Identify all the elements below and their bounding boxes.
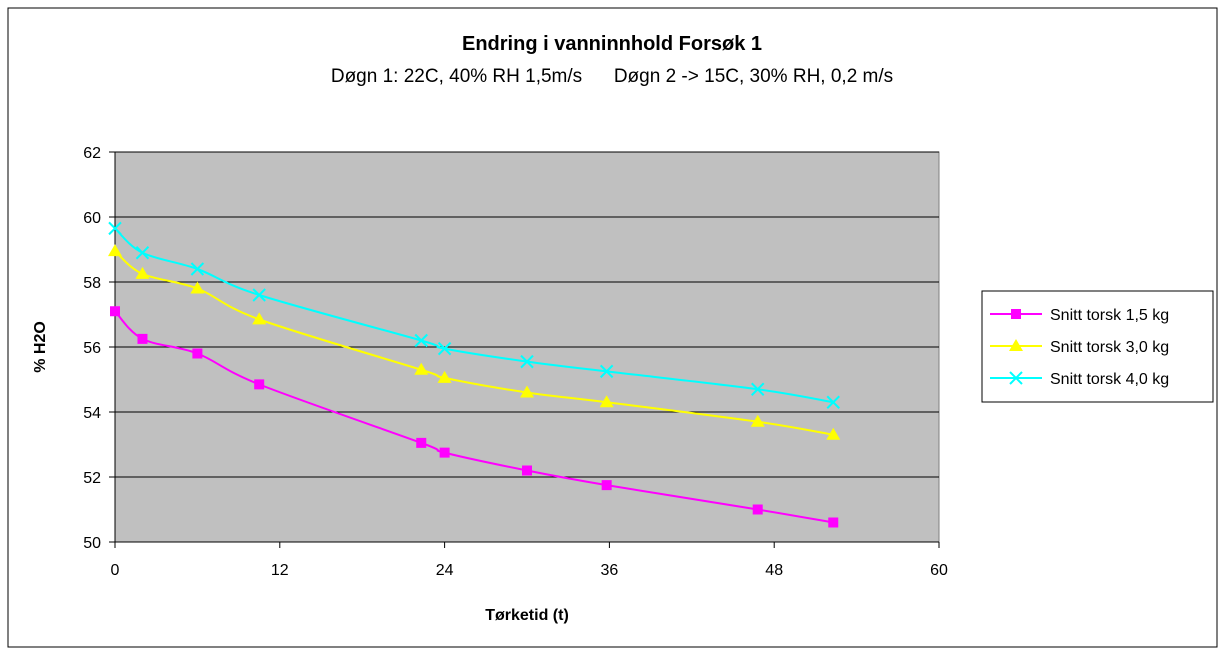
data-point xyxy=(828,517,839,528)
data-point xyxy=(414,362,429,375)
x-tick-label: 60 xyxy=(930,562,948,579)
marker-stroke xyxy=(437,341,452,356)
data-point xyxy=(601,480,612,491)
marker-stroke xyxy=(1009,371,1023,385)
y-tick-label: 56 xyxy=(83,340,101,357)
data-point xyxy=(135,246,150,260)
data-point xyxy=(252,312,267,325)
data-point xyxy=(254,379,265,390)
legend-entry: Snitt torsk 1,5 kg xyxy=(990,307,1169,324)
data-point xyxy=(252,288,266,302)
series-3 xyxy=(108,221,840,409)
x-tick-label: 12 xyxy=(271,562,289,579)
legend-label: Snitt torsk 1,5 kg xyxy=(1050,307,1169,324)
marker-stroke xyxy=(826,395,840,409)
data-point xyxy=(439,447,450,458)
series-line xyxy=(114,227,834,404)
series-layer xyxy=(108,221,841,528)
data-point xyxy=(190,262,205,276)
y-axis-label: % H2O xyxy=(32,321,49,373)
data-point xyxy=(108,244,122,257)
y-tick-label: 50 xyxy=(83,535,101,552)
data-point xyxy=(520,385,534,398)
legend-label: Snitt torsk 3,0 kg xyxy=(1050,339,1169,356)
x-axis-label: Tørketid (t) xyxy=(485,607,569,624)
marker-stroke xyxy=(135,246,150,260)
x-tick-label: 36 xyxy=(601,562,619,579)
marker-stroke xyxy=(520,354,534,369)
y-tick-label: 54 xyxy=(83,405,101,422)
legend: Snitt torsk 1,5 kg Snitt torsk 3,0 kg Snit… xyxy=(981,290,1214,403)
x-tick-label: 24 xyxy=(436,562,454,579)
legend-label: Snitt torsk 4,0 kg xyxy=(1050,371,1169,388)
x-tick-label: 48 xyxy=(765,562,783,579)
marker-stroke xyxy=(252,288,266,302)
series-1 xyxy=(110,306,839,528)
axes: 50 52 54 56 58 60 62 0 12 24 36 48 60 xyxy=(83,145,948,579)
y-tick-label: 60 xyxy=(83,210,101,227)
data-point xyxy=(520,354,534,369)
marker-stroke xyxy=(414,333,428,348)
legend-marker xyxy=(1011,309,1021,319)
legend-marker xyxy=(1009,339,1023,351)
data-point xyxy=(414,333,428,348)
data-point xyxy=(416,437,427,448)
y-tick-label: 52 xyxy=(83,470,101,487)
series-2 xyxy=(108,244,841,440)
data-point xyxy=(599,395,614,408)
y-tick-label: 62 xyxy=(83,145,101,162)
series-line xyxy=(114,250,834,436)
chart-title: Endring i vanninnhold Forsøk 1 xyxy=(462,33,762,55)
data-point xyxy=(190,281,205,294)
data-point xyxy=(751,382,765,396)
data-point xyxy=(826,427,841,440)
data-point xyxy=(192,348,203,359)
data-point xyxy=(599,364,614,379)
data-point xyxy=(437,370,452,383)
marker-stroke xyxy=(190,262,205,276)
series-line xyxy=(114,310,834,524)
chart-subtitle: Døgn 1: 22C, 40% RH 1,5m/s Døgn 2 -> 15C… xyxy=(331,66,893,87)
data-point xyxy=(110,306,120,317)
data-point xyxy=(135,266,150,279)
data-point xyxy=(522,465,532,476)
data-point xyxy=(437,341,452,356)
marker-stroke xyxy=(751,382,765,396)
marker-stroke xyxy=(108,221,122,236)
y-tick-label: 58 xyxy=(83,275,101,292)
data-point xyxy=(826,395,840,409)
gridlines xyxy=(115,151,939,478)
legend-entry: Snitt torsk 4,0 kg xyxy=(990,371,1169,388)
data-point xyxy=(137,333,148,344)
marker-stroke xyxy=(599,364,614,379)
data-point xyxy=(108,221,122,236)
data-point xyxy=(750,414,765,427)
legend-marker xyxy=(1009,371,1023,385)
legend-entry: Snitt torsk 3,0 kg xyxy=(990,339,1169,356)
x-tick-label: 0 xyxy=(111,562,120,579)
data-point xyxy=(752,504,763,515)
